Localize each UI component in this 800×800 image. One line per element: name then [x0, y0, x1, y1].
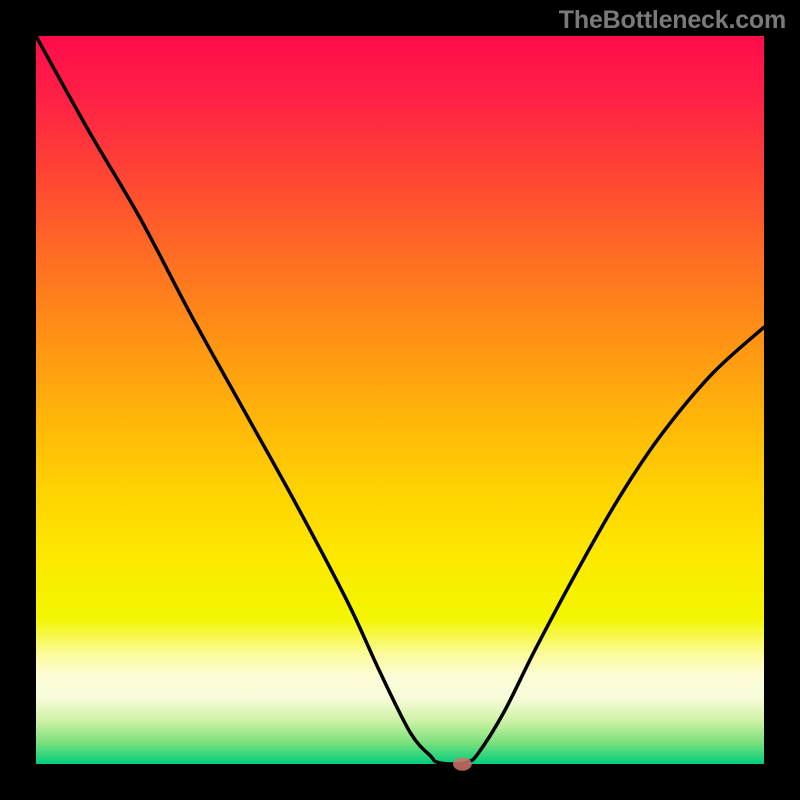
bottleneck-chart: [0, 0, 800, 800]
watermark-text: TheBottleneck.com: [559, 6, 786, 35]
plot-area-background: [36, 36, 764, 764]
optimal-point-marker: [453, 757, 472, 771]
